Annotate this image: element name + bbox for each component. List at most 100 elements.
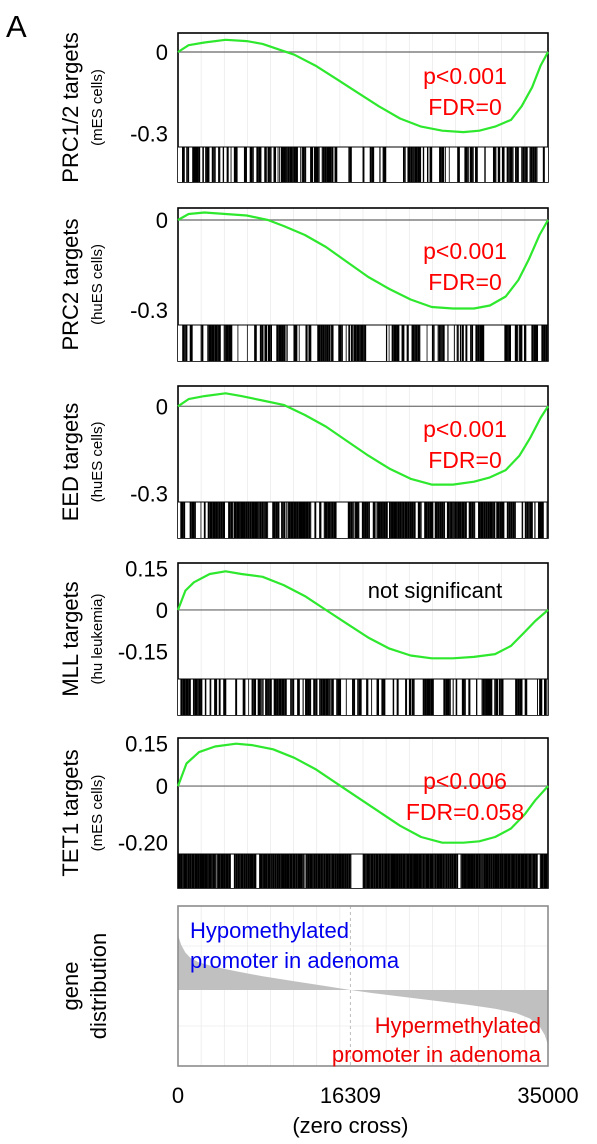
barcode-tick [313,854,316,888]
barcode-tick [191,502,195,538]
barcode-tick [248,502,250,538]
barcode-tick [288,502,291,538]
barcode-tick [413,147,415,182]
barcode-tick [402,147,405,182]
barcode-tick [310,502,312,538]
barcode-tick [410,147,413,182]
barcode-tick [206,147,210,182]
barcode-tick [336,679,338,715]
barcode-tick [439,854,443,888]
barcode-tick [267,147,270,182]
barcode-tick [223,679,227,715]
barcode-tick [478,854,480,888]
barcode-tick [401,502,403,538]
barcode-tick [308,325,311,361]
barcode-tick [228,325,232,361]
barcode-tick [214,147,216,182]
barcode-tick [545,854,548,888]
barcode-tick [388,325,390,361]
barcode-tick [265,679,267,715]
barcode-tick [315,854,318,888]
barcode-tick [464,679,466,715]
barcode-tick [320,854,323,888]
barcode-tick [222,147,225,182]
barcode-tick [248,679,250,715]
barcode-tick [225,854,229,888]
barcode-tick [430,679,434,715]
barcode-tick [546,502,548,538]
barcode-tick [366,854,370,888]
barcode-tick [471,502,473,538]
barcode-tick [547,854,548,888]
barcode-tick [183,854,187,888]
barcode-tick [221,502,223,538]
barcode-tick [320,325,323,361]
barcode-tick [492,502,494,538]
barcode-tick [303,854,305,888]
barcode-tick [230,147,232,182]
barcode-tick [356,325,360,361]
barcode-tick [454,502,457,538]
barcode-tick [219,147,221,182]
barcode-tick [246,325,248,361]
barcode-tick [514,854,516,888]
barcode-tick [327,502,331,538]
barcode-tick [207,854,209,888]
barcode-tick [495,147,497,182]
barcode-tick [198,679,201,715]
barcode-tick [331,502,334,538]
barcode-tick [452,502,454,538]
barcode-tick [402,502,405,538]
barcode-tick [327,679,329,715]
barcode-tick [490,679,493,715]
barcode-tick [522,147,525,182]
barcode-tick [504,854,508,888]
barcode-tick [383,147,387,182]
barcode-tick [481,854,483,888]
barcode-tick [478,854,481,888]
barcode-tick [456,854,459,888]
barcode-tick [509,147,513,182]
barcode-tick [338,854,342,888]
barcode-tick [389,854,391,888]
barcode-tick [187,854,190,888]
barcode-tick [527,854,529,888]
y-axis-sublabel: (huES cells) [89,244,106,325]
barcode-tick [301,147,303,182]
barcode-tick [468,502,472,538]
barcode-tick [409,502,412,538]
barcode-tick [519,325,523,361]
barcode-tick [475,147,478,182]
barcode-tick [219,502,221,538]
barcode-tick [185,325,188,361]
barcode-tick [217,502,219,538]
barcode-tick [380,502,382,538]
barcode-tick [543,854,546,888]
barcode-tick [455,679,458,715]
barcode-tick [369,147,372,182]
barcode-tick [522,502,524,538]
barcode-tick [442,325,445,361]
barcode-tick [220,502,222,538]
barcode-tick [191,854,193,888]
barcode-tick [184,325,186,361]
barcode-tick [189,502,192,538]
barcode-tick [385,502,388,538]
barcode-tick [461,325,464,361]
barcode-tick [382,854,384,888]
barcode-tick [431,502,434,538]
barcode-strip [178,679,549,715]
barcode-tick [396,502,398,538]
barcode-tick [460,854,462,888]
barcode-tick [239,854,241,888]
barcode-tick [299,502,303,538]
barcode-tick [329,147,332,182]
barcode-tick [345,679,347,715]
barcode-tick [273,502,276,538]
barcode-tick [271,854,273,888]
barcode-tick [396,854,399,888]
barcode-tick [281,854,285,888]
barcode-tick [376,679,380,715]
barcode-tick [534,502,536,538]
barcode-tick [302,679,304,715]
